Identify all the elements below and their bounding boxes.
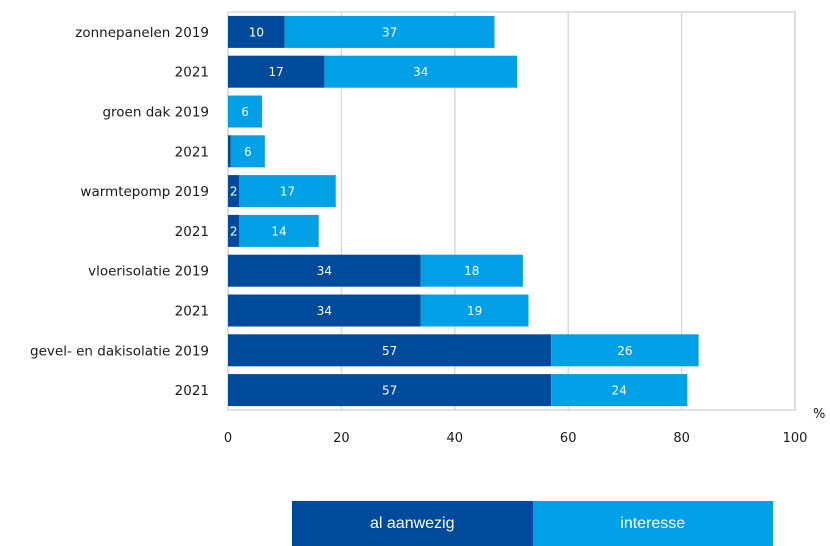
bar-al-aanwezig xyxy=(228,374,552,407)
category-label: groen dak 2019 xyxy=(102,105,209,121)
bar-labels: 10 37 17 34 6 6 2 17 2 14 34 18 34 19 57 26 57 24 xyxy=(230,25,633,397)
category-label: 2021 xyxy=(175,224,209,240)
category-label: 2021 xyxy=(175,304,209,320)
bar-value-label: 14 xyxy=(271,224,286,238)
bar-al-aanwezig xyxy=(228,334,552,367)
bar-value-label: 57 xyxy=(382,344,397,358)
x-tick-label: 60 xyxy=(560,431,577,446)
category-labels: zonnepanelen 2019 2021 groen dak 2019 2021 w… xyxy=(30,25,209,399)
bar-value-label: 2 xyxy=(230,224,238,238)
bar-al-aanwezig xyxy=(228,214,240,247)
bar-value-label: 2 xyxy=(230,185,238,199)
bar-interesse xyxy=(420,294,529,327)
bars xyxy=(228,15,699,407)
bar-al-aanwezig xyxy=(228,55,325,88)
bar-interesse xyxy=(551,374,688,407)
bar-interesse xyxy=(284,15,495,48)
bar-interesse xyxy=(230,135,265,168)
category-label: zonnepanelen 2019 xyxy=(75,25,209,41)
bar-interesse xyxy=(239,214,319,247)
x-tick-label: 100 xyxy=(783,431,808,446)
bar-value-label: 34 xyxy=(317,264,332,278)
legend: al aanwezig interesse xyxy=(292,501,773,546)
bar-value-label: 37 xyxy=(382,25,397,39)
x-axis-tick-labels: 0 20 40 60 80 100 xyxy=(224,431,808,446)
bar-interesse xyxy=(228,95,263,128)
category-label: vloerisolatie 2019 xyxy=(88,264,209,280)
x-axis-unit-label: % xyxy=(813,407,825,422)
bar-value-label: 6 xyxy=(244,145,252,159)
category-label: 2021 xyxy=(175,144,209,160)
bar-interesse xyxy=(324,55,518,88)
x-tick-label: 0 xyxy=(224,431,232,446)
bar-value-label: 34 xyxy=(317,304,332,318)
bar-al-aanwezig xyxy=(228,15,285,48)
category-label: warmtepomp 2019 xyxy=(80,184,209,200)
bar-interesse xyxy=(420,254,523,287)
bar-value-label: 34 xyxy=(413,65,428,79)
bar-interesse xyxy=(239,175,336,208)
bar-value-label: 18 xyxy=(464,264,479,278)
bar-al-aanwezig xyxy=(228,135,231,168)
bar-interesse xyxy=(551,334,699,367)
bar-value-label: 17 xyxy=(269,65,284,79)
bar-al-aanwezig xyxy=(228,294,421,327)
legend-item-interesse: interesse xyxy=(532,501,773,546)
bar-value-label: 19 xyxy=(467,304,482,318)
category-label: 2021 xyxy=(175,383,209,399)
bar-al-aanwezig xyxy=(228,254,421,287)
x-tick-label: 40 xyxy=(447,431,464,446)
bar-value-label: 6 xyxy=(241,105,249,119)
bar-value-label: 24 xyxy=(612,384,627,398)
bar-al-aanwezig xyxy=(228,175,240,208)
category-label: 2021 xyxy=(175,65,209,81)
category-label: gevel- en dakisolatie 2019 xyxy=(30,343,209,359)
bar-value-label: 26 xyxy=(617,344,632,358)
x-tick-label: 20 xyxy=(333,431,350,446)
x-tick-label: 80 xyxy=(673,431,690,446)
bar-value-label: 57 xyxy=(382,384,397,398)
bar-value-label: 10 xyxy=(249,25,264,39)
legend-item-al-aanwezig: al aanwezig xyxy=(292,501,533,546)
bar-value-label: 17 xyxy=(280,185,295,199)
